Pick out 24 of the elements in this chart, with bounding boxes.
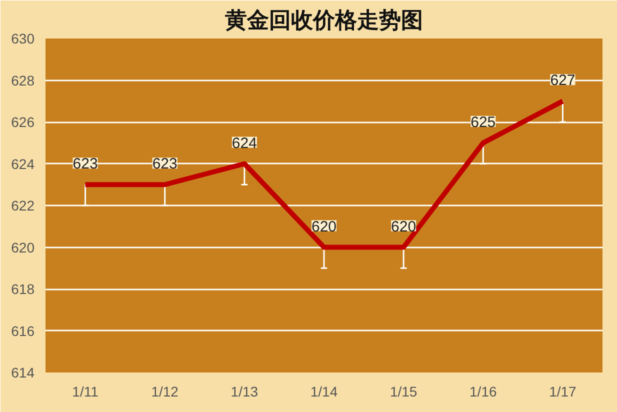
x-tick-label: 1/16 [470,384,497,400]
x-tick-label: 1/12 [151,384,179,400]
data-label: 624 [232,134,257,152]
data-label: 625 [470,114,496,131]
data-label: 623 [72,156,98,173]
data-label: 623 [152,156,178,173]
chart-title: 黄金回收价格走势图 [224,8,423,34]
y-tick-label: 628 [11,72,35,88]
y-tick-label: 618 [11,281,35,297]
y-tick-label: 624 [11,156,35,172]
data-label: 620 [391,218,416,236]
x-tick-label: 1/15 [390,384,418,400]
data-label: 627 [550,72,576,90]
y-tick-label: 616 [11,322,35,339]
x-tick-label: 1/14 [310,384,338,400]
y-tick-label: 622 [11,198,35,214]
x-tick-label: 1/11 [72,384,99,400]
y-tick-label: 630 [11,30,35,46]
y-tick-label: 614 [11,364,35,380]
y-tick-label: 626 [11,114,35,130]
data-label: 620 [311,218,337,236]
y-tick-label: 620 [11,239,35,256]
x-tick-label: 1/17 [549,384,577,400]
x-tick-label: 1/13 [230,384,258,400]
